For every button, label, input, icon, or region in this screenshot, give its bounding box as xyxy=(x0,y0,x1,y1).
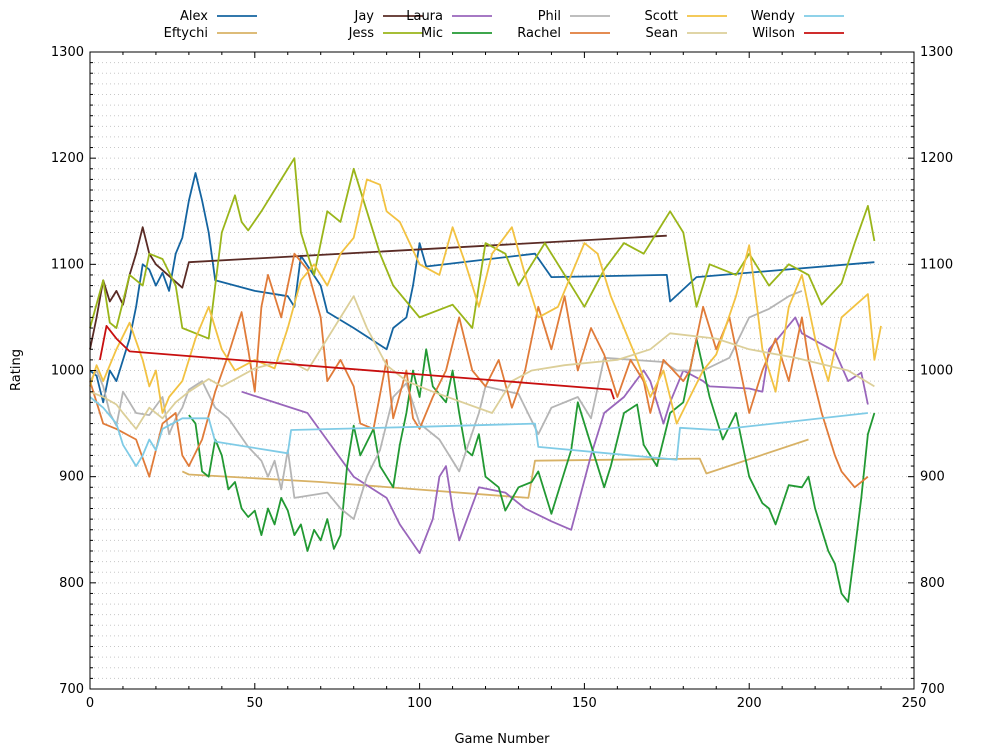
series-line-phil xyxy=(89,290,803,520)
legend-label-mic: Mic xyxy=(421,26,443,41)
x-tick-label: 250 xyxy=(902,696,927,711)
x-tick-label: 0 xyxy=(86,696,94,711)
x-axis-title: Game Number xyxy=(454,732,550,747)
legend-label-wilson: Wilson xyxy=(752,26,795,41)
series-line-laura xyxy=(241,316,869,554)
legend-label-rachel: Rachel xyxy=(517,26,561,41)
y-tick-label-left: 800 xyxy=(59,576,84,591)
y-tick-label-right: 1100 xyxy=(920,257,953,272)
grid xyxy=(90,62,914,679)
x-tick-label: 50 xyxy=(247,696,264,711)
legend-label-eftychi: Eftychi xyxy=(164,26,208,41)
legend: Alex Eftychi Jay Jess Laura Mic Phil Rachel Scot… xyxy=(164,9,844,41)
y-tick-label-left: 1000 xyxy=(51,364,84,379)
y-tick-label-left: 700 xyxy=(59,682,84,697)
legend-label-jay: Jay xyxy=(354,9,375,24)
y-tick-label-right: 1200 xyxy=(920,151,953,166)
y-tick-label-left: 1300 xyxy=(51,45,84,60)
series-line-eftychi xyxy=(181,438,809,499)
legend-label-alex: Alex xyxy=(180,9,208,24)
legend-label-jess: Jess xyxy=(348,26,375,41)
x-tick-label: 150 xyxy=(572,696,597,711)
series-line-wilson xyxy=(99,324,615,400)
legend-label-laura: Laura xyxy=(406,9,443,24)
series-line-scott xyxy=(89,178,882,425)
x-tick-label: 200 xyxy=(737,696,762,711)
y-tick-label-right: 1000 xyxy=(920,364,953,379)
series-line-jess xyxy=(89,157,876,340)
y-axis-title: Rating xyxy=(9,349,24,391)
series-line-sean xyxy=(89,295,875,430)
y-tick-label-left: 1100 xyxy=(51,257,84,272)
legend-label-sean: Sean xyxy=(646,26,678,41)
y-tick-label-left: 900 xyxy=(59,470,84,485)
y-tick-label-left: 1200 xyxy=(51,151,84,166)
legend-label-wendy: Wendy xyxy=(751,9,796,24)
y-tick-label-right: 900 xyxy=(920,470,945,485)
series-lines xyxy=(89,157,882,603)
series-line-mic xyxy=(188,337,876,603)
legend-label-phil: Phil xyxy=(538,9,561,24)
series-line-wendy xyxy=(89,396,869,468)
x-tick-label: 100 xyxy=(407,696,432,711)
y-tick-label-right: 800 xyxy=(920,576,945,591)
y-tick-label-right: 1300 xyxy=(920,45,953,60)
y-tick-label-right: 700 xyxy=(920,682,945,697)
legend-label-scott: Scott xyxy=(644,9,678,24)
